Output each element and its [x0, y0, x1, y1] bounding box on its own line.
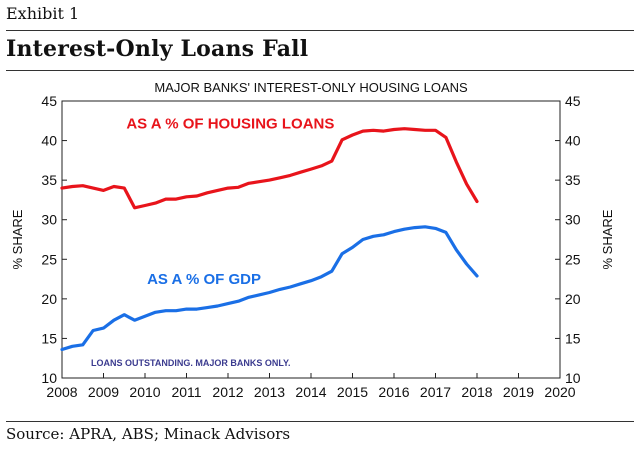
x-ticks: 2008 2009 2010 2011 2012 2013 2014 2015 2016 2017…: [46, 373, 576, 400]
x-tick-label: 2015: [337, 384, 368, 400]
x-tick-label: 2009: [88, 384, 119, 400]
y-tick-label-right: 10: [565, 370, 581, 386]
x-tick-label: 2018: [461, 384, 492, 400]
y-tick-label-right: 30: [565, 212, 581, 228]
series-label-gdp: AS A % OF GDP: [147, 271, 261, 288]
x-tick-label: 2013: [254, 384, 285, 400]
headline: Interest-Only Loans Fall: [6, 36, 309, 62]
series-line-0: [60, 127, 479, 210]
y-ticks-right: 10 15 20 25 30 35 40 45: [555, 93, 581, 386]
y-tick-label-left: 10: [41, 370, 57, 386]
plot-frame: [61, 100, 561, 379]
x-tick-label: 2016: [378, 384, 409, 400]
series-line-1: [60, 225, 479, 352]
y-tick-label-left: 40: [41, 133, 57, 149]
y-axis-label-left: % SHARE: [10, 209, 25, 269]
y-tick-label-right: 40: [565, 133, 581, 149]
source-note: Source: APRA, ABS; Minack Advisors: [6, 425, 291, 443]
y-tick-label-left: 20: [41, 291, 57, 307]
x-tick-label: 2019: [503, 384, 534, 400]
y-tick-label-right: 20: [565, 291, 581, 307]
y-tick-label-right: 15: [565, 330, 581, 346]
y-tick-label-left: 15: [41, 330, 57, 346]
x-tick-label: 2020: [544, 384, 575, 400]
x-tick-label: 2010: [129, 384, 160, 400]
x-tick-label: 2012: [212, 384, 243, 400]
y-tick-label-right: 25: [565, 251, 581, 267]
y-tick-label-right: 35: [565, 172, 581, 188]
x-tick-label: 2011: [171, 384, 201, 400]
source-rule: [6, 421, 634, 422]
y-tick-label-left: 30: [41, 212, 57, 228]
y-tick-label-left: 25: [41, 251, 57, 267]
chart-title: MAJOR BANKS' INTEREST-ONLY HOUSING LOANS: [154, 80, 468, 95]
y-tick-label-left: 45: [41, 93, 57, 109]
x-tick-label: 2017: [420, 384, 451, 400]
headline-rule: [6, 70, 634, 71]
y-tick-label-right: 45: [565, 93, 581, 109]
top-rule: [6, 30, 634, 31]
series-label-housing-loans: AS A % OF HOUSING LOANS: [126, 116, 334, 133]
x-tick-label: 2008: [46, 384, 77, 400]
x-tick-label: 2014: [295, 384, 326, 400]
y-axis-label-right: % SHARE: [600, 209, 615, 269]
exhibit-label: Exhibit 1: [6, 4, 80, 23]
y-tick-label-left: 35: [41, 172, 57, 188]
chart-annotation: LOANS OUTSTANDING. MAJOR BANKS ONLY.: [91, 358, 291, 368]
series-lines: [60, 127, 479, 352]
y-ticks-left: 10 15 20 25 30 35 40 45: [41, 93, 67, 386]
